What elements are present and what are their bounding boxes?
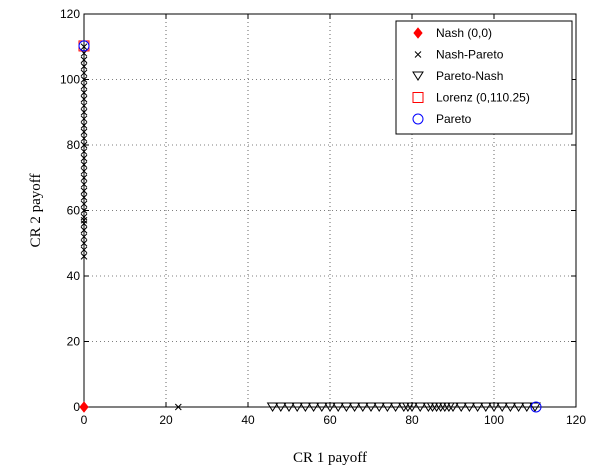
y-tick-label: 80 — [67, 138, 81, 152]
point-nash-pareto — [80, 89, 88, 96]
y-tick-label: 120 — [60, 7, 80, 21]
point-nash-pareto — [80, 161, 88, 169]
point-nash-pareto — [80, 56, 88, 64]
y-axis-title: CR 2 payoff — [28, 174, 44, 248]
point-pareto — [530, 401, 542, 413]
point-pareto-nash — [324, 402, 336, 412]
point-pareto-nash — [406, 402, 418, 412]
data-marks — [78, 40, 542, 413]
point-pareto-nash — [479, 402, 492, 412]
x-tick-label: 60 — [323, 413, 337, 427]
point-pareto-nash — [315, 402, 328, 412]
y-tick-label: 0 — [73, 400, 80, 414]
legend-label: Nash (0,0) — [436, 26, 492, 40]
point-nash-pareto — [80, 239, 88, 247]
point-nash-pareto — [80, 108, 88, 116]
point-nash-pareto — [80, 82, 88, 90]
y-tick-label: 60 — [67, 204, 81, 218]
point-pareto-nash — [496, 402, 509, 412]
point-nash-pareto — [80, 187, 88, 195]
x-tick-label: 120 — [566, 413, 586, 427]
point-pareto-nash — [307, 402, 320, 412]
point-nash-pareto — [80, 226, 88, 234]
point-nash-pareto — [80, 220, 88, 227]
point-pareto-nash — [471, 402, 484, 412]
point-nash-pareto — [80, 154, 88, 162]
point-nash-pareto — [80, 63, 88, 70]
point-nash-pareto — [80, 200, 88, 208]
point-nash-pareto — [80, 121, 88, 129]
point-pareto-nash — [529, 402, 541, 412]
point-nash-pareto — [80, 167, 88, 175]
legend-label: Pareto — [436, 112, 472, 126]
legend-label: Pareto-Nash — [436, 69, 503, 83]
point-pareto-nash — [381, 402, 394, 412]
point-pareto-nash — [463, 402, 476, 412]
point-nash-0-0 — [79, 401, 89, 413]
point-pareto-nash — [455, 402, 468, 412]
point-nash-pareto — [80, 174, 88, 182]
point-pareto-nash — [274, 402, 287, 412]
point-pareto-nash — [356, 402, 369, 412]
x-tick-label: 80 — [405, 413, 419, 427]
point-nash-pareto — [80, 76, 88, 83]
x-tick-label: 100 — [484, 413, 504, 427]
point-nash-pareto — [80, 252, 88, 260]
point-nash-pareto — [80, 102, 88, 110]
point-pareto-nash — [414, 402, 427, 412]
point-nash-pareto — [80, 233, 88, 241]
x-tick-label: 40 — [241, 413, 255, 427]
y-tick-label: 100 — [60, 73, 80, 87]
point-nash-pareto — [80, 213, 88, 221]
y-tick-label: 20 — [67, 335, 81, 349]
point-pareto-nash — [512, 402, 525, 412]
legend-box — [395, 20, 573, 135]
legend-marker — [412, 92, 424, 103]
point-nash-pareto — [80, 148, 88, 155]
legend-label: Nash-Pareto — [436, 48, 504, 62]
point-pareto-nash — [488, 402, 500, 412]
point-pareto-nash — [291, 402, 304, 412]
point-nash-pareto — [80, 43, 88, 51]
legend-marker — [412, 113, 424, 125]
point-pareto-nash — [447, 402, 459, 412]
legend-marker — [414, 51, 422, 58]
point-pareto-nash — [389, 402, 402, 412]
point-nash-pareto — [80, 69, 88, 77]
legend: Nash (0,0) Nash-Pareto Pareto-Nash Lorenz (… — [395, 20, 573, 135]
point-pareto-nash — [283, 402, 295, 412]
point-nash-pareto — [174, 403, 182, 411]
point-nash-pareto — [80, 115, 88, 123]
point-pareto-nash — [520, 402, 533, 412]
point-nash-pareto — [80, 180, 88, 188]
y-tick-label: 40 — [67, 269, 81, 283]
legend-marker — [413, 27, 423, 39]
legend-label: Lorenz (0,110.25) — [436, 91, 530, 105]
point-pareto-nash — [299, 402, 312, 412]
point-nash-pareto — [80, 207, 88, 214]
point-nash-pareto — [80, 135, 88, 142]
grid — [84, 14, 576, 407]
point-nash-pareto — [80, 141, 88, 149]
x-tick-label: 0 — [81, 413, 88, 427]
x-axis-title: CR 1 payoff — [293, 450, 367, 466]
point-pareto-nash — [348, 402, 361, 412]
point-nash-pareto — [80, 128, 88, 136]
point-nash-pareto — [80, 246, 88, 254]
point-pareto-nash — [365, 402, 377, 412]
point-pareto-nash — [373, 402, 386, 412]
point-pareto-nash — [340, 402, 353, 412]
point-nash-pareto — [80, 194, 88, 201]
point-pareto-nash — [504, 402, 517, 412]
axis-ticks: 0 20 40 60 80 100 120 0 20 40 60 80 100 120 — [60, 7, 586, 427]
x-tick-label: 20 — [159, 413, 173, 427]
point-nash-pareto — [80, 95, 88, 103]
point-pareto-nash — [266, 402, 279, 412]
point-nash-pareto — [80, 216, 88, 224]
point-pareto-nash — [332, 402, 345, 412]
point-pareto — [78, 40, 90, 52]
legend-marker — [412, 71, 424, 81]
